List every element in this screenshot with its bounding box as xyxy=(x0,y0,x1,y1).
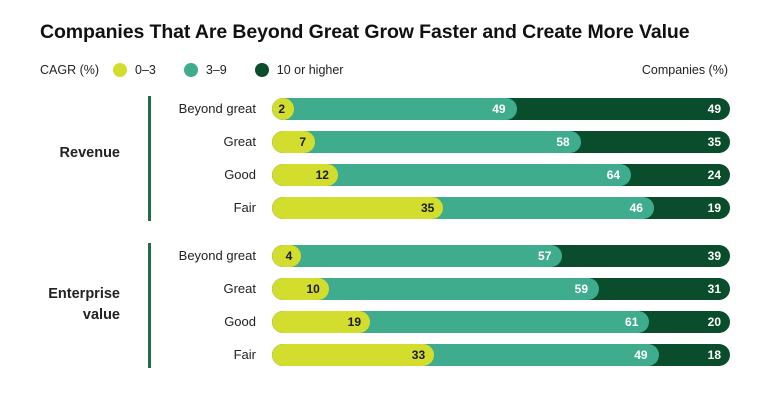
group-label-enterprise-value: Enterprise value xyxy=(48,286,120,323)
legend-swatch-high xyxy=(254,63,269,77)
bar-segment-mid xyxy=(272,131,581,153)
bar-segment-low xyxy=(272,197,444,219)
bar-segment-mid xyxy=(272,245,563,267)
value-label-high: 20 xyxy=(707,315,721,329)
bar-segment-low xyxy=(272,164,338,186)
value-label-low: 7 xyxy=(299,135,307,149)
row-label-revenue-great: Great xyxy=(223,134,256,149)
bar-enterprise-value-fair: 33 49 18 xyxy=(272,344,730,366)
row-label-revenue-beyond-great: Beyond great xyxy=(178,101,256,116)
bar-segment-mid xyxy=(272,98,517,120)
bar-revenue-good: 12 64 24 xyxy=(272,164,730,186)
value-label-high: 19 xyxy=(707,201,721,215)
bar-segment-low xyxy=(272,344,435,366)
value-label-high: 31 xyxy=(707,282,721,296)
value-label-mid: 49 xyxy=(634,348,648,362)
value-label-mid: 57 xyxy=(538,249,552,263)
value-label-high: 35 xyxy=(707,135,721,149)
row-label-enterprise-value-beyond-great: Beyond great xyxy=(178,248,256,263)
value-label-mid: 49 xyxy=(492,102,506,116)
bar-revenue-great: 7 58 35 xyxy=(272,131,730,153)
value-label-mid: 64 xyxy=(606,168,621,182)
value-label-low: 33 xyxy=(411,348,426,362)
bar-enterprise-value-great: 10 59 31 xyxy=(272,278,730,300)
value-label-low: 2 xyxy=(278,102,285,116)
bar-segment-low xyxy=(272,278,329,300)
value-label-low: 12 xyxy=(315,168,329,182)
bar-revenue-beyond-great: 2 49 49 xyxy=(272,98,730,120)
bar-enterprise-value-beyond-great: 4 57 39 xyxy=(272,245,730,267)
legend-label-mid: 3–9 xyxy=(205,63,227,77)
bar-segment-low xyxy=(272,98,294,120)
value-label-low: 4 xyxy=(285,249,293,263)
value-label-high: 39 xyxy=(707,249,721,263)
value-label-mid: 61 xyxy=(625,315,639,329)
bar-segment-mid xyxy=(272,164,632,186)
bar-segment-low xyxy=(272,131,316,153)
value-label-mid: 59 xyxy=(574,282,589,296)
legend-item-mid: 3–9 xyxy=(183,63,227,77)
value-label-high: 24 xyxy=(707,168,721,182)
axis-unit-label: Companies (%) xyxy=(641,63,728,77)
legend-label-low: 0–3 xyxy=(135,63,156,77)
legend-swatch-mid xyxy=(183,63,198,77)
bar-segment-low xyxy=(272,311,371,333)
row-label-revenue-fair: Fair xyxy=(233,200,256,215)
value-label-mid: 46 xyxy=(629,201,643,215)
row-label-enterprise-value-great: Great xyxy=(223,281,256,296)
legend-title: CAGR (%) xyxy=(40,63,100,77)
value-label-low: 19 xyxy=(347,315,362,329)
value-label-low: 35 xyxy=(420,201,435,215)
legend-item-high: 10 or higher xyxy=(254,63,344,77)
row-label-revenue-good: Good xyxy=(224,167,256,182)
bar-enterprise-value-good: 19 61 20 xyxy=(272,311,730,333)
legend-swatch-low xyxy=(113,63,128,77)
value-label-mid: 58 xyxy=(556,135,570,149)
legend-item-low: 0–3 xyxy=(113,63,156,77)
legend-label-high: 10 or higher xyxy=(276,63,344,77)
chart-title: Companies That Are Beyond Great Grow Fas… xyxy=(40,21,690,43)
value-label-high: 18 xyxy=(707,348,721,362)
value-label-high: 49 xyxy=(707,102,721,116)
bar-segment-mid xyxy=(272,278,600,300)
row-label-enterprise-value-fair: Fair xyxy=(233,347,256,362)
value-label-low: 10 xyxy=(306,282,320,296)
group-divider-enterprise-value xyxy=(148,243,151,368)
row-label-enterprise-value-good: Good xyxy=(224,314,256,329)
bar-segment-low xyxy=(272,245,302,267)
bar-revenue-fair: 35 46 19 xyxy=(272,197,730,219)
group-label-revenue: Revenue xyxy=(59,145,120,161)
group-divider-revenue xyxy=(148,96,151,221)
legend: CAGR (%) 0–3 3–9 10 or higher xyxy=(40,62,343,78)
